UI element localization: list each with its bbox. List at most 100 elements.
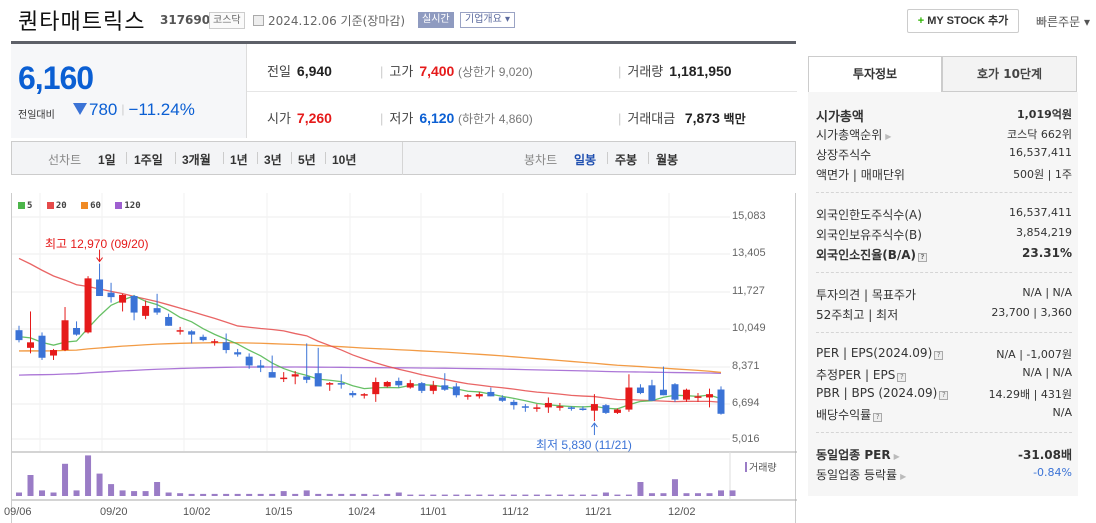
legend-ma5: 5	[18, 201, 32, 211]
quote-date: 2024.12.06 기준(장마감)	[268, 12, 405, 29]
date-suffix: 기준(장마감)	[340, 14, 406, 28]
tab-daily[interactable]: 일봉	[574, 153, 597, 167]
stock-name: 퀀타매트릭스	[18, 10, 146, 35]
x-tick: 11/21	[585, 506, 612, 518]
tab-10y[interactable]: 10년	[332, 153, 357, 167]
dividend-yield-row: 배당수익률? N/A	[816, 406, 1072, 422]
label: 거래량	[627, 64, 664, 79]
investment-info-panel: 투자정보 호가 10단계 시가총액 1,019억원 시가총액순위 ▶ 코스닥 662위…	[808, 56, 1078, 496]
label: 거래대금	[627, 111, 676, 126]
tab-orderbook-10[interactable]: 호가 10단계	[942, 56, 1077, 92]
price-summary: 6,160 전일대비 780 | −11.24%	[11, 44, 246, 138]
pbr-bps-row: PBR | BPS (2024.09)? 14.29배 | 431원	[816, 386, 1072, 401]
volume-legend: 거래량	[745, 459, 777, 474]
est-per-eps-row: 추정PER | EPS? N/A | N/A	[816, 366, 1072, 382]
info-body: 시가총액 1,019억원 시가총액순위 ▶ 코스닥 662위 상장주식수 16,537,…	[808, 92, 1078, 496]
value: 7,400	[419, 63, 455, 79]
market-cap-rank-row[interactable]: 시가총액순위 ▶ 코스닥 662위	[816, 128, 1072, 142]
help-icon[interactable]: ?	[918, 253, 928, 262]
x-tick: 12/02	[668, 506, 696, 518]
upper-limit-label: (상한가	[457, 65, 496, 79]
quick-order-dropdown[interactable]: 빠른주문 ▾	[1036, 15, 1090, 29]
chart-type-tabs: 선차트 1일 1주일 3개월 1년 3년 5년 10년 봉차트 일봉 주봉 월봉	[11, 141, 796, 175]
header: 퀀타매트릭스 317690 코스닥 2024.12.06 기준(장마감) 실시간…	[0, 0, 1096, 40]
my-stock-add-button[interactable]: + MY STOCK 추가	[907, 9, 1019, 33]
tab-5y[interactable]: 5년	[298, 153, 316, 167]
tab-1w[interactable]: 1주일	[134, 153, 163, 167]
x-tick: 10/02	[183, 506, 211, 518]
my-stock-label: MY STOCK 추가	[927, 15, 1009, 27]
help-icon[interactable]: ?	[939, 391, 949, 400]
divider	[402, 142, 403, 175]
open-price: 시가 7,260	[267, 108, 332, 127]
divider	[816, 332, 1072, 333]
calendar-icon	[253, 15, 264, 26]
foreign-holding-row: 외국인보유주식수(B) 3,854,219	[816, 226, 1072, 242]
change-amount: 780	[89, 100, 118, 119]
value: 7,873	[684, 110, 720, 126]
corp-overview-dropdown[interactable]: 기업개요 ▾	[460, 12, 515, 28]
tab-1d[interactable]: 1일	[98, 153, 116, 167]
legend-ma20: 20	[46, 201, 67, 211]
market-badge: 코스닥	[209, 12, 245, 29]
change-label: 전일대비	[18, 110, 55, 121]
candlestick-chart	[12, 193, 797, 501]
divider	[816, 192, 1072, 193]
listed-shares-row: 상장주식수 16,537,411	[816, 146, 1072, 162]
label: 전일	[267, 64, 291, 79]
lower-limit-label: (하한가	[457, 112, 496, 126]
label: 고가	[389, 64, 414, 79]
divider	[247, 91, 797, 92]
current-price: 6,160	[18, 60, 94, 96]
x-tick: 11/01	[420, 506, 447, 518]
price-chart[interactable]	[11, 193, 797, 523]
upper-limit-value: 9,020)	[498, 65, 533, 79]
value: 6,120	[419, 110, 455, 126]
opinion-target-row: 투자의견 | 목표주가 N/A | N/A	[816, 286, 1072, 302]
quote-grid: 전일 6,940 | 고가 7,400 (상한가 9,020) | 거래량 1,181,9…	[246, 44, 797, 138]
tab-3m[interactable]: 3개월	[182, 153, 211, 167]
prev-close: 전일 6,940	[267, 61, 332, 80]
tab-monthly[interactable]: 월봉	[656, 153, 679, 167]
industry-per-row[interactable]: 동일업종 PER ▶ -31.08배	[816, 448, 1072, 462]
tab-3y[interactable]: 3년	[264, 153, 282, 167]
per-eps-row: PER | EPS(2024.09)? N/A | -1,007원	[816, 346, 1072, 361]
foreign-limit-row: 외국인한도주식수(A) 16,537,411	[816, 206, 1072, 222]
candle-chart-label: 봉차트	[524, 153, 558, 167]
help-icon[interactable]: ?	[934, 351, 944, 360]
date-value: 2024.12.06	[268, 14, 337, 28]
divider	[816, 272, 1072, 273]
divider	[11, 41, 796, 44]
divider	[816, 432, 1072, 433]
legend-ma120: 120	[115, 201, 141, 211]
high-price: | 고가 7,400 (상한가 9,020)	[380, 63, 533, 79]
x-tick: 10/24	[348, 506, 376, 518]
tab-investment-info[interactable]: 투자정보	[808, 56, 942, 92]
realtime-button[interactable]: 실시간	[418, 12, 454, 28]
market-cap-row: 시가총액 1,019억원	[816, 108, 1072, 125]
high-annotation: 최고 12,970 (09/20)	[45, 237, 149, 251]
tab-weekly[interactable]: 주봉	[615, 153, 638, 167]
value: 7,260	[296, 110, 332, 126]
help-icon[interactable]: ?	[873, 413, 883, 422]
low-price: | 저가 6,120 (하한가 4,860)	[380, 110, 533, 126]
x-tick: 10/15	[265, 506, 293, 518]
help-icon[interactable]: ?	[897, 373, 907, 382]
52w-high-low-row: 52주최고 | 최저 23,700 | 3,360	[816, 306, 1072, 322]
y-tick: 13,405	[732, 247, 766, 259]
foreign-ratio-row: 외국인소진율(B/A)? 23.31%	[816, 246, 1072, 262]
low-annotation: 최저 5,830 (11/21)	[536, 438, 632, 452]
y-tick: 8,371	[732, 360, 760, 372]
label: 저가	[389, 111, 414, 126]
stock-code: 317690	[160, 13, 211, 27]
volume: | 거래량 1,181,950	[618, 63, 732, 79]
turnover: | 거래대금 7,873 백만	[618, 110, 746, 126]
unit: 백만	[723, 112, 746, 126]
change-value: 780 | −11.24%	[73, 100, 195, 120]
tab-1y[interactable]: 1년	[230, 153, 248, 167]
x-tick: 11/12	[502, 506, 529, 518]
y-tick: 15,083	[732, 210, 766, 222]
value: 1,181,950	[669, 63, 732, 79]
y-tick: 11,727	[732, 285, 765, 297]
industry-change-row[interactable]: 동일업종 등락률 ▶ -0.84%	[816, 466, 1072, 482]
